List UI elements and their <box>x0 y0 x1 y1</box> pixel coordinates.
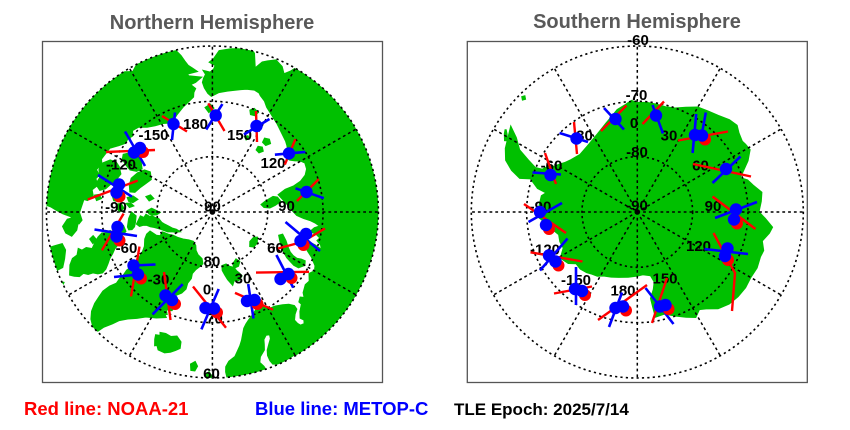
svg-text:180: 180 <box>183 116 208 133</box>
svg-text:0: 0 <box>203 282 211 299</box>
svg-text:-120: -120 <box>106 157 136 174</box>
svg-text:30: 30 <box>235 271 252 288</box>
svg-text:Southern Hemisphere: Southern Hemisphere <box>533 11 741 33</box>
svg-text:80: 80 <box>204 254 221 271</box>
svg-text:60: 60 <box>267 240 284 257</box>
svg-text:0: 0 <box>630 115 638 132</box>
svg-text:Blue line: METOP-C: Blue line: METOP-C <box>255 398 428 419</box>
svg-text:-60: -60 <box>541 158 563 175</box>
svg-text:Northern Hemisphere: Northern Hemisphere <box>110 12 315 34</box>
svg-text:90: 90 <box>705 198 722 215</box>
svg-text:-150: -150 <box>138 127 168 144</box>
svg-text:Red line: NOAA-21: Red line: NOAA-21 <box>24 398 188 419</box>
svg-text:-80: -80 <box>626 144 648 161</box>
svg-text:30: 30 <box>661 128 678 145</box>
svg-text:150: 150 <box>652 271 677 288</box>
svg-text:-60: -60 <box>627 32 649 49</box>
svg-text:60: 60 <box>203 366 220 383</box>
svg-text:-90: -90 <box>105 199 127 216</box>
svg-text:-90: -90 <box>626 198 648 215</box>
svg-text:90: 90 <box>204 199 221 216</box>
svg-text:120: 120 <box>686 238 711 255</box>
svg-text:180: 180 <box>610 283 635 300</box>
svg-text:90: 90 <box>278 198 295 215</box>
svg-text:150: 150 <box>227 127 252 144</box>
svg-text:TLE Epoch: 2025/7/14: TLE Epoch: 2025/7/14 <box>454 400 629 419</box>
svg-text:-70: -70 <box>626 87 648 104</box>
svg-text:120: 120 <box>260 155 285 172</box>
